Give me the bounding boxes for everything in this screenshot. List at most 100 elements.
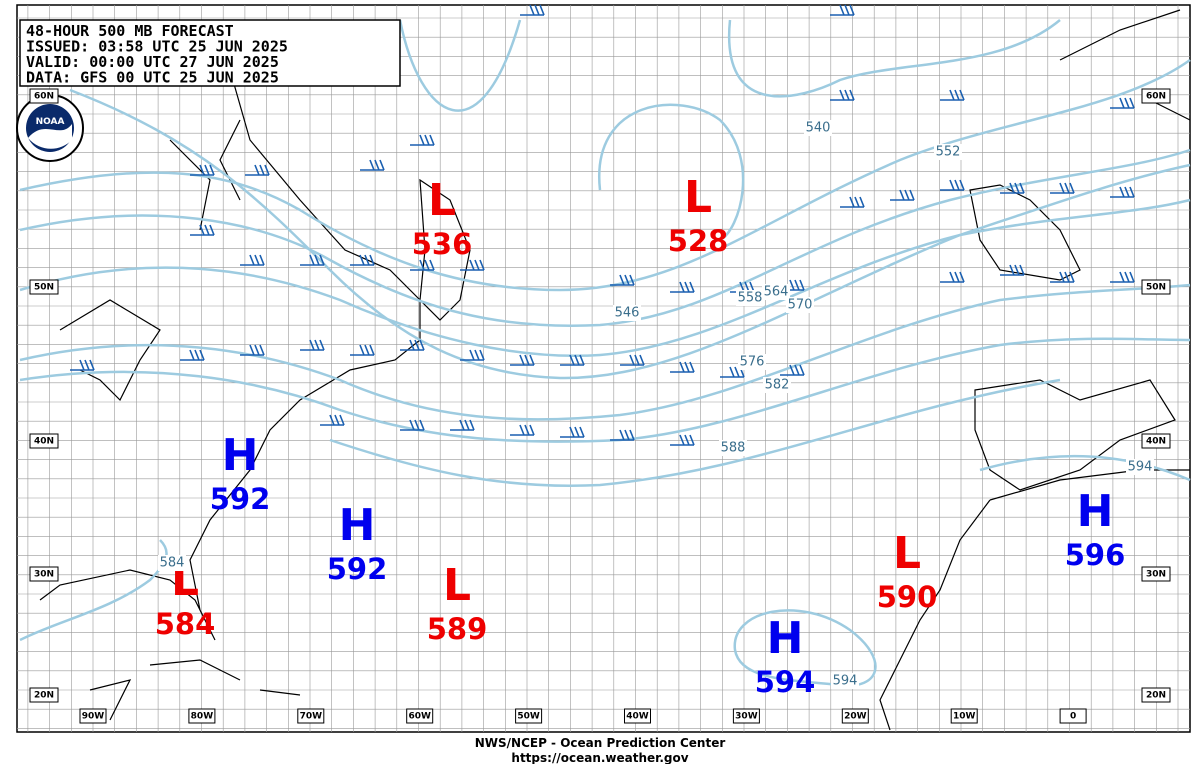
lon-label-bg (297, 708, 325, 724)
lon-label: 0 (1070, 712, 1076, 722)
wind-barb (300, 254, 325, 266)
lon-label-bg (79, 708, 107, 724)
contour-label-bg (719, 440, 747, 456)
wind-barb (940, 179, 965, 191)
wind-barb (240, 344, 265, 356)
wind-barb (1050, 182, 1075, 194)
lat-label: 20N (1146, 691, 1166, 701)
contour-label-bg (736, 290, 764, 306)
wind-barb (1050, 271, 1075, 283)
contour-label-bg (934, 144, 962, 160)
wind-barb (1000, 264, 1025, 276)
lat-label: 50N (34, 283, 54, 293)
center-type: L (893, 528, 921, 579)
contour-label-bg (738, 354, 766, 370)
center-value: 536 (412, 227, 473, 261)
wind-barb (1110, 271, 1135, 283)
header-line: ISSUED: 03:58 UTC 25 JUN 2025 (26, 38, 288, 56)
lat-label-bg (29, 566, 59, 582)
lat-label: 40N (1146, 437, 1166, 447)
lat-label: 30N (34, 570, 54, 580)
lon-label: 40W (626, 712, 649, 722)
lat-label-bg (1141, 566, 1171, 582)
contour-label: 576 (740, 355, 765, 370)
lat-label-bg (29, 279, 59, 295)
contour-label: 540 (806, 121, 831, 136)
contour-label: 582 (765, 378, 790, 393)
center-type: L (428, 175, 456, 226)
contour-label-bg (613, 305, 641, 321)
header-line: VALID: 00:00 UTC 27 JUN 2025 (26, 53, 279, 71)
lat-label-bg (1141, 433, 1171, 449)
header-box (19, 19, 401, 87)
center-value: 528 (668, 224, 729, 258)
wind-barb (670, 281, 695, 293)
wind-barb (610, 429, 635, 441)
wind-barb (510, 424, 535, 436)
lon-label-bg (732, 708, 760, 724)
wind-barb (180, 349, 205, 361)
wind-barb (450, 419, 475, 431)
lat-label: 20N (34, 691, 54, 701)
contour-label: 588 (721, 441, 746, 456)
wind-barb (670, 434, 695, 446)
center-value: 590 (877, 580, 938, 614)
contour-label-bg (763, 377, 791, 393)
lon-label-bg (950, 708, 978, 724)
contour-label: 570 (788, 298, 813, 313)
center-value: 592 (327, 552, 388, 586)
center-type: H (222, 430, 259, 481)
wind-barb (1000, 182, 1025, 194)
wind-barb (780, 364, 805, 376)
wind-barb (780, 279, 805, 291)
lon-label-bg (624, 708, 651, 724)
noaa-logo: NOAA (16, 94, 84, 162)
contour-label: 564 (764, 285, 789, 300)
wind-barb (320, 414, 345, 426)
map-frame (16, 4, 1191, 733)
lon-label: 10W (953, 712, 976, 722)
wind-barb (1110, 186, 1135, 198)
wind-barb (400, 419, 425, 431)
lat-label-bg (29, 687, 59, 703)
lon-label: 50W (517, 712, 540, 722)
wind-barb (720, 366, 745, 378)
header-line: DATA: GFS 00 UTC 25 JUN 2025 (26, 69, 279, 87)
header-line: 48-HOUR 500 MB FORECAST (26, 22, 234, 40)
lon-label: 90W (82, 712, 105, 722)
labels: L536L528H592H592L584L589L590H594H5965405… (29, 88, 1171, 724)
wind-barb (830, 89, 855, 101)
wind-barb (245, 164, 270, 176)
lon-label: 80W (191, 712, 214, 722)
lon-label-bg (841, 708, 869, 724)
lon-label: 70W (300, 712, 323, 722)
center-type: H (767, 613, 804, 664)
lat-label: 40N (34, 437, 54, 447)
contour-label: 546 (615, 306, 640, 321)
center-type: L (443, 560, 471, 611)
wind-barb (940, 271, 965, 283)
wind-barb (350, 254, 375, 266)
lat-label-bg (1141, 88, 1171, 104)
center-value: 589 (427, 612, 488, 646)
contour-label-bg (786, 297, 814, 313)
contour-label: 594 (1128, 460, 1153, 475)
wind-barbs (70, 4, 1135, 446)
wind-barb (410, 134, 435, 146)
center-value: 592 (210, 482, 271, 516)
contour-label: 552 (936, 145, 961, 160)
logo-text: NOAA (36, 117, 65, 127)
wind-barb (350, 344, 375, 356)
wind-barb (890, 189, 915, 201)
lat-label: 60N (1146, 92, 1166, 102)
lat-label-bg (1141, 687, 1171, 703)
center-value: 594 (755, 665, 816, 699)
lon-label-bg (1059, 708, 1087, 724)
wind-barb (240, 254, 265, 266)
center-value: 596 (1065, 538, 1126, 572)
wind-barb (360, 159, 385, 171)
wind-barb (400, 339, 425, 351)
lat-label: 30N (1146, 570, 1166, 580)
